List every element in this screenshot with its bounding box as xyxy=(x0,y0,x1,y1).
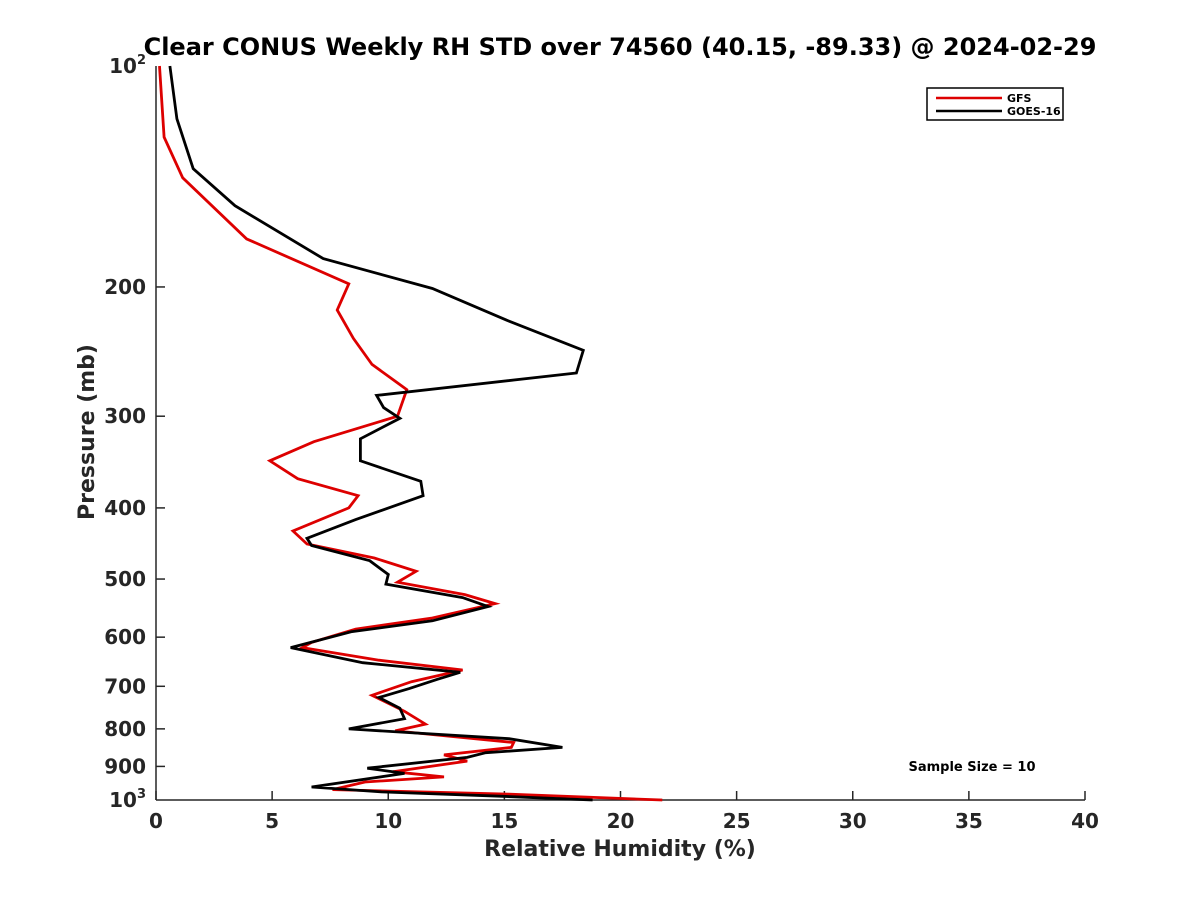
sample-size-annotation: Sample Size = 10 xyxy=(908,760,1035,775)
legend-entry: GOES-16 xyxy=(1007,105,1061,118)
y-tick-label: 400 xyxy=(104,496,146,520)
y-tick-label: 700 xyxy=(104,674,146,698)
y-end-label-top: 102 xyxy=(109,53,146,78)
legend-box xyxy=(926,87,1064,121)
x-tick-label: 30 xyxy=(839,809,867,833)
x-axis-label: Relative Humidity (%) xyxy=(484,837,756,862)
y-tick-label: 800 xyxy=(104,717,146,741)
y-tick-label: 300 xyxy=(104,404,146,428)
y-tick-label: 900 xyxy=(104,754,146,778)
x-tick-label: 10 xyxy=(374,809,402,833)
x-tick-label: 5 xyxy=(265,809,279,833)
x-tick-label: 35 xyxy=(955,809,983,833)
y-tick-label: 500 xyxy=(104,567,146,591)
legend-entry: GFS xyxy=(1007,92,1032,105)
plot-area: 0 5 10 15 20 25 30 35 40 200 300 400 500 600 700 800 900… xyxy=(104,53,1099,833)
x-tick-label: 20 xyxy=(607,809,635,833)
y-axis-label: Pressure (mb) xyxy=(75,344,100,520)
x-tick-label: 40 xyxy=(1071,809,1099,833)
chart-title: Clear CONUS Weekly RH STD over 74560 (40… xyxy=(144,33,1097,61)
y-tick-label: 600 xyxy=(104,625,146,649)
x-tick-label: 15 xyxy=(490,809,518,833)
y-tick-label: 200 xyxy=(104,275,146,299)
x-tick-label: 25 xyxy=(723,809,751,833)
series-line-gfs xyxy=(158,65,663,802)
y-end-label-bottom: 103 xyxy=(109,787,146,812)
series-line-goes-16 xyxy=(168,65,593,802)
x-tick-label: 0 xyxy=(149,809,163,833)
